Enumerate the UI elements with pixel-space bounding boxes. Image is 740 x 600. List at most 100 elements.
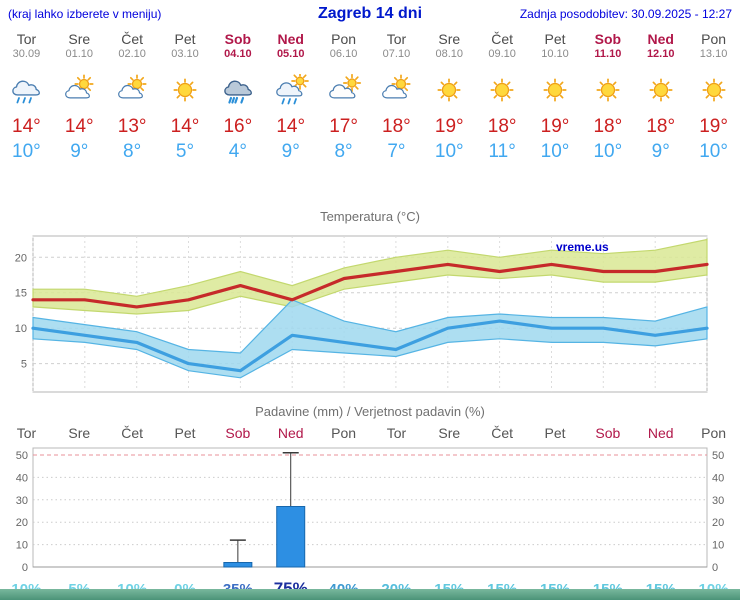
day-date: 05.10 [276,48,305,60]
temp-min: 4° [228,141,247,162]
precip-day-label: Ned [647,425,674,441]
partly-cloudy-icon [53,72,106,108]
day-cell: Ned 12.10 18° 9° [634,27,687,163]
temp-max: 18° [487,116,517,137]
forecast-days-row: Tor 30.09 14° 10° Sre 01.10 14° 9° Čet 02.10 13° 8°… [0,27,740,163]
temperature-chart: 5 10 15 20 vreme.us [0,228,740,398]
svg-text:10: 10 [712,540,724,552]
day-name: Pon [331,31,357,47]
day-name: Tor [386,31,407,47]
svg-text:0: 0 [712,562,718,574]
precip-day-label: Pet [174,425,196,441]
svg-text:10: 10 [16,540,28,552]
day-date: 01.10 [65,48,94,60]
last-updated: Zadnja posodobitev: 30.09.2025 - 12:27 [519,7,732,21]
svg-text:10: 10 [15,323,27,335]
day-cell: Pet 10.10 19° 10° [529,27,582,163]
day-cell: Pon 13.10 19° 10° [687,27,740,163]
sunny-icon [581,72,634,108]
day-name: Čet [121,31,144,47]
sunny-icon [159,72,212,108]
svg-text:5: 5 [21,359,27,371]
svg-text:20: 20 [16,517,28,529]
day-name: Sob [224,31,252,47]
precip-day-label: Sob [225,425,251,441]
day-date: 13.10 [699,48,728,60]
day-name: Sre [68,31,91,47]
day-cell: Sob 11.10 18° 10° [581,27,634,163]
temp-max: 14° [64,116,94,137]
temp-min: 10° [434,141,464,162]
precip-day-label: Čet [491,425,514,441]
svg-text:50: 50 [712,450,724,462]
temp-min: 7° [387,141,406,162]
day-cell: Tor 30.09 14° 10° [0,27,53,163]
precip-day-label: Sob [595,425,621,441]
temp-min: 9° [281,141,300,162]
day-name: Sob [594,31,622,47]
svg-text:30: 30 [712,495,724,507]
temp-min: 9° [70,141,89,162]
day-cell: Sob 04.10 16° 4° [211,27,264,163]
partly-cloudy-icon [370,72,423,108]
header: (kraj lahko izberete v meniju) Zagreb 14… [0,0,740,25]
day-cell: Pet 03.10 14° 5° [159,27,212,163]
svg-text:20: 20 [712,517,724,529]
temp-min: 10° [12,141,41,162]
precip-day-label: Sre [438,425,461,441]
day-date: 12.10 [646,48,675,60]
day-date: 10.10 [541,48,569,60]
sunny-icon [476,72,529,108]
svg-text:40: 40 [16,472,28,484]
svg-text:15: 15 [15,288,27,300]
day-cell: Čet 02.10 13° 8° [106,27,159,163]
svg-text:30: 30 [16,495,28,507]
svg-text:50: 50 [16,450,28,462]
temp-max: 16° [223,116,253,137]
precip-day-label: Pon [331,425,357,441]
day-cell: Pon 06.10 17° 8° [317,27,370,163]
svg-text:20: 20 [15,252,27,264]
day-name: Pet [174,31,196,47]
temperature-chart-svg: 5 10 15 20 [15,235,709,393]
menu-note: (kraj lahko izberete v meniju) [8,7,162,21]
temp-min: 8° [334,141,353,162]
day-date: 02.10 [118,48,146,60]
partly-cloudy-icon [106,72,159,108]
precip-day-label: Čet [121,425,144,441]
temp-max: 19° [699,116,728,137]
temp-max: 14° [12,116,41,137]
heavy-rain-icon [211,72,264,108]
watermark: vreme.us [556,240,609,254]
sunny-icon [423,72,476,108]
temp-max: 18° [593,116,623,137]
precip-day-label: Tor [386,425,407,441]
page-title: Zagreb 14 dni [317,5,423,22]
temp-max: 13° [117,116,147,137]
day-name: Pet [544,31,566,47]
precip-day-label: Tor [16,425,37,441]
temp-min: 10° [593,141,623,162]
showers-icon [264,72,317,108]
day-date: 30.09 [12,48,41,60]
day-date: 06.10 [329,48,358,60]
svg-text:40: 40 [712,472,724,484]
temp-max: 18° [382,116,411,137]
rain-icon [0,72,53,108]
day-name: Čet [491,31,514,47]
temp-max: 14° [170,116,200,137]
day-date: 07.10 [382,48,411,60]
footer-bar [0,589,740,600]
temp-max: 18° [646,116,676,137]
precip-day-label: Pon [701,425,727,441]
temp-min: 9° [651,141,670,162]
precip-day-label: Ned [277,425,304,441]
sunny-icon [687,72,740,108]
temp-max: 17° [329,116,358,137]
mostly-cloudy-icon [317,72,370,108]
temp-max: 19° [540,116,570,137]
sunny-icon [529,72,582,108]
precipitation-chart-svg: 0 0 10 10 20 20 30 30 40 40 50 50 [16,447,724,574]
temp-min: 8° [123,141,142,162]
